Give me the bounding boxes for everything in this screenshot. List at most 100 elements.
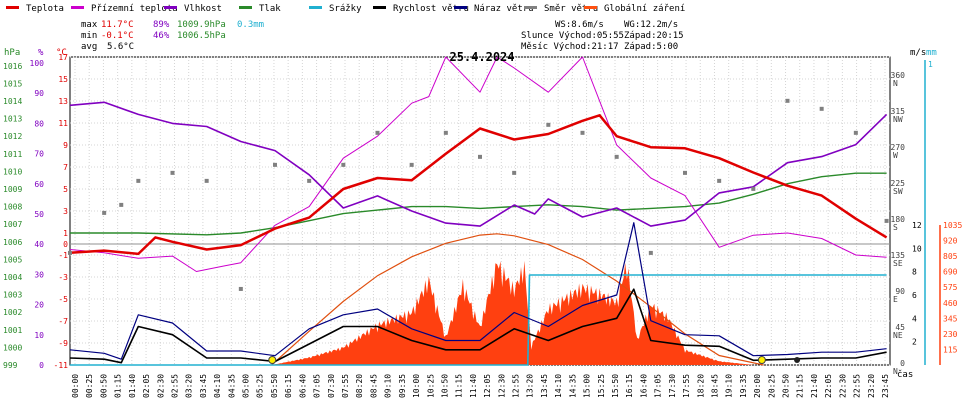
tick-direction-label: E — [893, 295, 898, 304]
wind-direction-point — [478, 154, 482, 159]
stat-min-label: min — [81, 31, 97, 41]
tick-time: 08:45 — [369, 374, 378, 398]
info-wg: WG:12.2m/s — [624, 20, 678, 30]
tick-time: 22:55 — [853, 374, 862, 398]
wind-direction-point — [307, 178, 312, 183]
tick-pressure: 1003 — [3, 291, 22, 300]
tick-humidity: 10 — [34, 331, 44, 340]
tick-pressure: 1009 — [3, 185, 22, 194]
stat-max-hum: 89% — [153, 20, 170, 30]
legend-swatch — [524, 6, 537, 9]
tick-direction-deg: 270 — [891, 143, 906, 152]
chart-legend: Teplota Přízemní teplota Vlhkost Tlak Srážky… — [6, 4, 685, 14]
series-line — [70, 172, 887, 236]
legend-label: Směr větru — [544, 4, 598, 14]
wind-direction-point — [375, 130, 380, 135]
wind-direction-point — [614, 154, 619, 159]
legend-swatch — [309, 6, 322, 9]
plot-frame — [69, 56, 891, 366]
tick-temperature: -5 — [58, 295, 68, 304]
tick-time: 10:00 — [412, 374, 421, 398]
stat-max-rain: 0.3mm — [237, 20, 264, 30]
tick-time: 08:20 — [355, 374, 364, 398]
wind-direction-point — [717, 178, 722, 183]
wind-direction-point — [341, 162, 346, 167]
tick-temperature: -3 — [58, 273, 68, 282]
wind-direction-point — [102, 210, 107, 215]
tick-radiation: 690 — [943, 268, 958, 277]
tick-pressure: 1014 — [3, 97, 22, 106]
tick-time: 11:40 — [469, 374, 478, 398]
tick-pressure: 1005 — [3, 255, 22, 264]
legend-swatch — [164, 6, 177, 9]
axis-unit-mm: mm — [926, 48, 937, 58]
legend-label: Globální záření — [604, 4, 685, 14]
tick-time: 19:10 — [725, 374, 734, 398]
tick-humidity: 90 — [34, 89, 44, 98]
axis-unit-degc: °C — [56, 48, 67, 58]
tick-temperature: 5 — [63, 185, 68, 194]
legend-label: Srážky — [329, 4, 362, 14]
tick-humidity: 60 — [34, 180, 44, 189]
wind-direction-point — [170, 170, 175, 175]
wind-direction-point — [853, 130, 858, 135]
legend-swatch — [584, 6, 597, 9]
tick-temperature: 15 — [58, 75, 68, 84]
tick-time: 23:45 — [881, 374, 890, 398]
legend-swatch — [373, 6, 386, 9]
stat-max-label: max — [81, 20, 98, 30]
info-sun: Slunce Východ:05:55 — [521, 31, 624, 41]
tick-direction-label: NW — [893, 115, 903, 124]
stat-avg-temp: 5.6°C — [107, 42, 134, 52]
tick-humidity: 80 — [34, 119, 44, 128]
tick-time: 13:20 — [526, 374, 535, 398]
axes: hPa9991000100110021003100410051006100710… — [3, 48, 962, 398]
wind-direction-point — [409, 162, 414, 167]
axis-unit-time: čas — [897, 369, 913, 380]
tick-time: 05:00 — [242, 374, 251, 398]
tick-time: 07:30 — [327, 374, 336, 398]
stats-block: max 11.7°C 89% 1009.9hPa 0.3mm min -0.1°… — [81, 20, 264, 52]
tick-time: 20:00 — [753, 374, 762, 398]
tick-pressure: 1001 — [3, 326, 22, 335]
tick-pressure: 999 — [3, 361, 18, 370]
tick-time: 23:20 — [867, 374, 876, 398]
axis-unit-hpa: hPa — [4, 48, 20, 58]
tick-pressure: 1006 — [3, 238, 22, 247]
tick-time: 09:10 — [384, 374, 393, 398]
wind-direction-point — [884, 218, 889, 223]
tick-direction-label: S — [893, 223, 898, 232]
legend-swatch — [71, 6, 84, 9]
tick-time: 14:10 — [554, 374, 563, 398]
tick-wind: 4 — [912, 314, 917, 323]
tick-direction-deg: 0 — [900, 359, 905, 368]
tick-pressure: 1004 — [3, 273, 22, 282]
tick-time: 04:35 — [227, 374, 236, 398]
wind-direction-point — [119, 202, 124, 207]
tick-time: 06:15 — [284, 374, 293, 398]
wind-direction-point — [204, 178, 209, 183]
info-block: WS:8.6m/s WG:12.2m/s Slunce Východ:05:55… — [521, 20, 684, 52]
tick-time: 04:10 — [213, 374, 222, 398]
info-moonset: Západ:5:00 — [624, 42, 678, 52]
tick-rain: 1 — [928, 60, 933, 69]
tick-time: 06:40 — [298, 374, 307, 398]
tick-time: 02:30 — [156, 374, 165, 398]
axis-unit-pct: % — [38, 48, 44, 58]
tick-humidity: 40 — [34, 240, 44, 249]
tick-direction-deg: 90 — [895, 287, 905, 296]
series-line — [69, 101, 888, 227]
tick-direction-deg: 135 — [891, 251, 906, 260]
legend-swatch — [239, 6, 252, 9]
tick-pressure: 1011 — [3, 150, 22, 159]
tick-direction-label: SE — [893, 259, 903, 268]
grid — [70, 56, 890, 366]
tick-time: 15:50 — [611, 374, 620, 398]
series-line — [69, 288, 887, 364]
tick-time: 22:30 — [838, 374, 847, 398]
tick-time: 03:45 — [199, 374, 208, 398]
stat-min-temp: -0.1°C — [101, 31, 134, 41]
tick-time: 02:55 — [170, 374, 179, 398]
tick-temperature: -7 — [58, 317, 68, 326]
tick-temperature: 1 — [63, 229, 68, 238]
